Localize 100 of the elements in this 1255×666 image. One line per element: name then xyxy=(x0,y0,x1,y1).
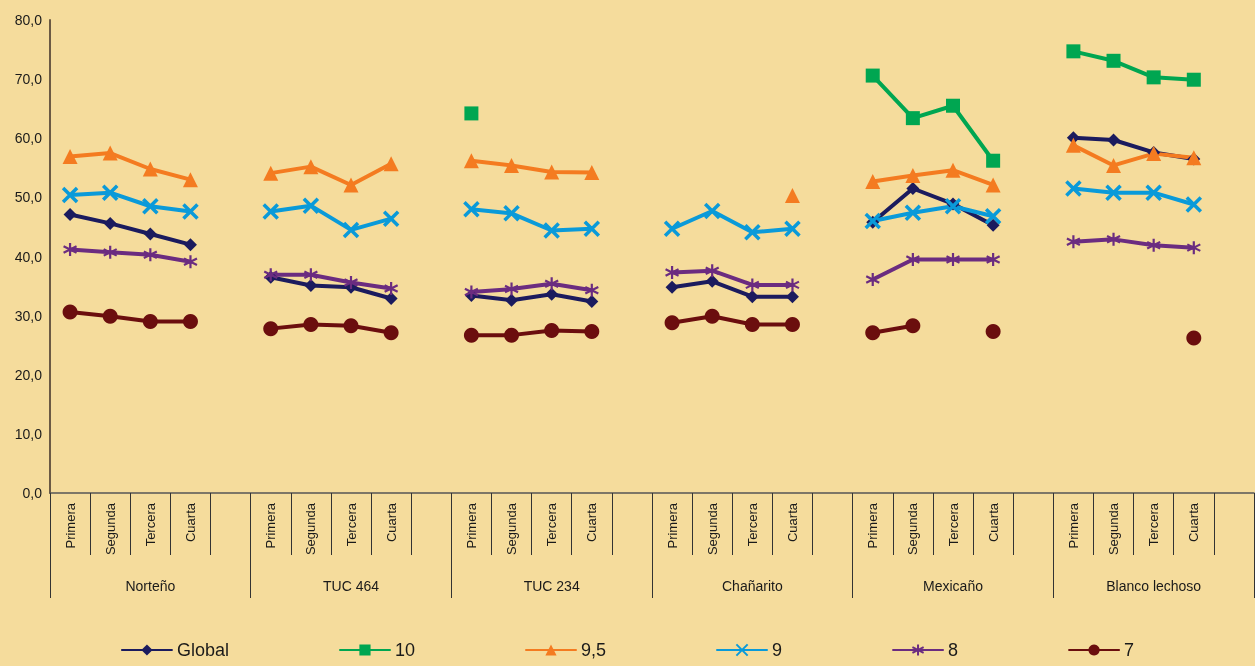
point xyxy=(183,238,197,252)
point xyxy=(463,153,479,169)
point xyxy=(785,290,799,304)
x-tick-label: Segunda xyxy=(1106,502,1122,556)
point xyxy=(905,251,921,268)
point xyxy=(142,161,158,177)
legend-label: 9,5 xyxy=(581,640,607,660)
point xyxy=(502,204,521,223)
y-tick-label: 80,0 xyxy=(14,12,43,28)
point xyxy=(544,322,560,338)
point xyxy=(61,186,79,204)
point xyxy=(985,324,1001,340)
point xyxy=(102,145,118,161)
legend-label: 8 xyxy=(948,640,959,660)
x-tick-label: Tercera xyxy=(142,502,158,547)
x-tick-label: Tercera xyxy=(343,502,359,547)
x-tick-label: Primera xyxy=(263,502,279,549)
point xyxy=(865,173,881,189)
point xyxy=(182,314,198,330)
point xyxy=(302,196,320,215)
point xyxy=(906,182,920,196)
text: Mexicaño xyxy=(923,578,984,594)
point xyxy=(1146,70,1161,85)
point xyxy=(101,183,119,202)
point xyxy=(946,98,960,113)
point xyxy=(904,204,922,222)
point xyxy=(784,277,801,293)
point xyxy=(1107,133,1121,147)
point xyxy=(462,200,481,218)
legend-label: 9 xyxy=(772,640,783,660)
x-tick-label: Segunda xyxy=(905,502,921,556)
point xyxy=(584,165,600,181)
point xyxy=(303,267,319,283)
point xyxy=(342,221,360,239)
text: Blanco lechoso xyxy=(1106,578,1202,594)
point xyxy=(945,162,961,178)
point xyxy=(62,241,78,257)
x-tick-label: Segunda xyxy=(303,502,319,556)
point xyxy=(1104,183,1123,202)
x-tick-label: Tercera xyxy=(945,502,961,547)
point xyxy=(1186,240,1202,256)
point xyxy=(984,207,1002,226)
x-tick-label: Segunda xyxy=(504,502,520,556)
legend-label: Global xyxy=(176,640,229,660)
x-tick-label: Primera xyxy=(1065,502,1081,549)
point xyxy=(1106,53,1121,68)
point xyxy=(584,324,600,340)
x-tick-label: Primera xyxy=(62,502,78,549)
point xyxy=(542,221,561,240)
y-tick-label: 10,0 xyxy=(14,425,43,442)
point xyxy=(1186,330,1202,346)
x-tick-label: Tercera xyxy=(1146,502,1162,547)
point xyxy=(303,159,319,175)
point xyxy=(905,168,921,183)
point xyxy=(464,106,479,121)
point xyxy=(945,251,961,268)
point xyxy=(102,308,118,324)
point xyxy=(383,280,399,297)
point xyxy=(545,287,559,301)
point xyxy=(663,219,681,238)
point xyxy=(1185,195,1203,214)
point xyxy=(705,274,719,288)
y-tick-label: 60,0 xyxy=(14,130,43,147)
point xyxy=(986,218,1000,232)
point xyxy=(744,277,760,293)
point xyxy=(744,317,760,332)
x-tick-label: Segunda xyxy=(102,502,118,556)
point xyxy=(62,149,78,165)
x-tick-label: Cuarta xyxy=(182,502,198,543)
point xyxy=(504,157,520,173)
x-tick-label: Cuarta xyxy=(1186,502,1202,543)
point xyxy=(383,156,399,172)
point xyxy=(343,318,359,334)
point xyxy=(905,111,920,126)
point xyxy=(1066,44,1081,59)
point xyxy=(1186,72,1201,87)
point xyxy=(463,327,479,343)
point xyxy=(141,197,160,215)
point xyxy=(62,304,78,320)
point xyxy=(704,308,720,324)
point xyxy=(985,177,1001,193)
point xyxy=(584,282,600,298)
x-tick-label: Tercera xyxy=(544,502,560,547)
point xyxy=(142,247,158,263)
point xyxy=(704,263,720,279)
point xyxy=(503,281,520,297)
point xyxy=(263,165,279,181)
point xyxy=(63,208,77,222)
point xyxy=(143,227,157,241)
text: Norteño xyxy=(125,578,176,594)
point xyxy=(783,219,802,238)
point xyxy=(103,216,117,230)
point xyxy=(1106,157,1122,173)
y-tick-label: 70,0 xyxy=(14,71,43,88)
point xyxy=(505,293,519,307)
point xyxy=(865,68,880,83)
point xyxy=(102,244,118,260)
x-tick-label: Cuarta xyxy=(784,502,800,543)
point xyxy=(784,188,800,204)
point xyxy=(261,202,280,221)
